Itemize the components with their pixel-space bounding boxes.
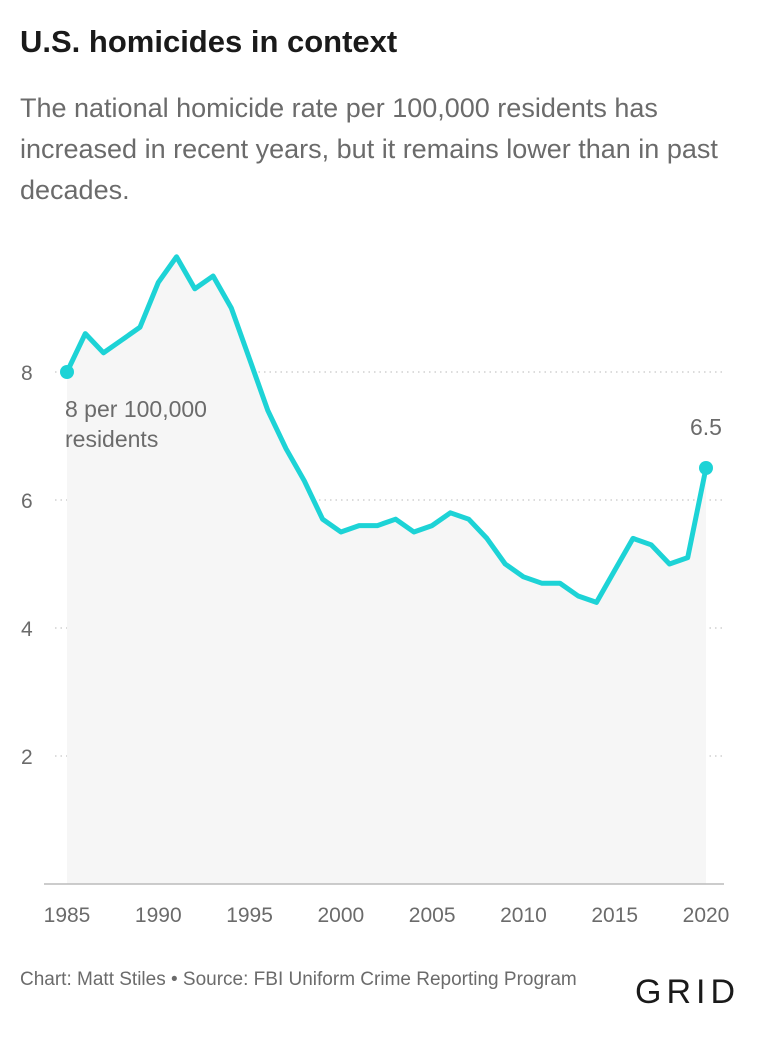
chart-subtitle: The national homicide rate per 100,000 r…	[20, 93, 718, 205]
x-tick-label: 2015	[591, 904, 638, 927]
y-tick-label: 2	[21, 746, 33, 769]
x-tick-label: 2020	[683, 904, 730, 927]
annotation-line: residents	[65, 426, 158, 452]
chart-title: U.S. homicides in context	[20, 24, 398, 59]
x-tick-label: 1990	[135, 904, 182, 927]
tick-labels: 2 4 6 8 1985 1990 1995 2000 2005 2010 2015 2020	[21, 362, 729, 927]
x-tick-label: 1995	[226, 904, 273, 927]
annotation-label: 8 per 100,000 residents	[65, 396, 207, 452]
area-fill	[67, 256, 706, 884]
x-tick-label: 1985	[44, 904, 91, 927]
x-tick-label: 2005	[409, 904, 456, 927]
data-point-2020	[699, 461, 713, 475]
y-tick-label: 8	[21, 362, 33, 385]
series-line	[64, 254, 709, 605]
data-points	[60, 365, 713, 475]
y-tick-label: 4	[21, 618, 33, 641]
grid-logo: GRID	[635, 973, 740, 1011]
annotations: 8 per 100,000 residents 6.5	[65, 396, 722, 452]
annotation-label: 6.5	[690, 414, 722, 440]
x-tick-label: 2010	[500, 904, 547, 927]
homicide-rate-chart: 2 4 6 8 1985 1990 1995 2000 2005 2010 2015 2020 8 p…	[21, 254, 729, 927]
data-point-1985	[60, 365, 74, 379]
annotation-line: 8 per 100,000	[65, 396, 207, 422]
source-credit: Chart: Matt Stiles • Source: FBI Uniform…	[20, 969, 577, 990]
y-tick-label: 6	[21, 490, 33, 513]
x-tick-label: 2000	[317, 904, 364, 927]
